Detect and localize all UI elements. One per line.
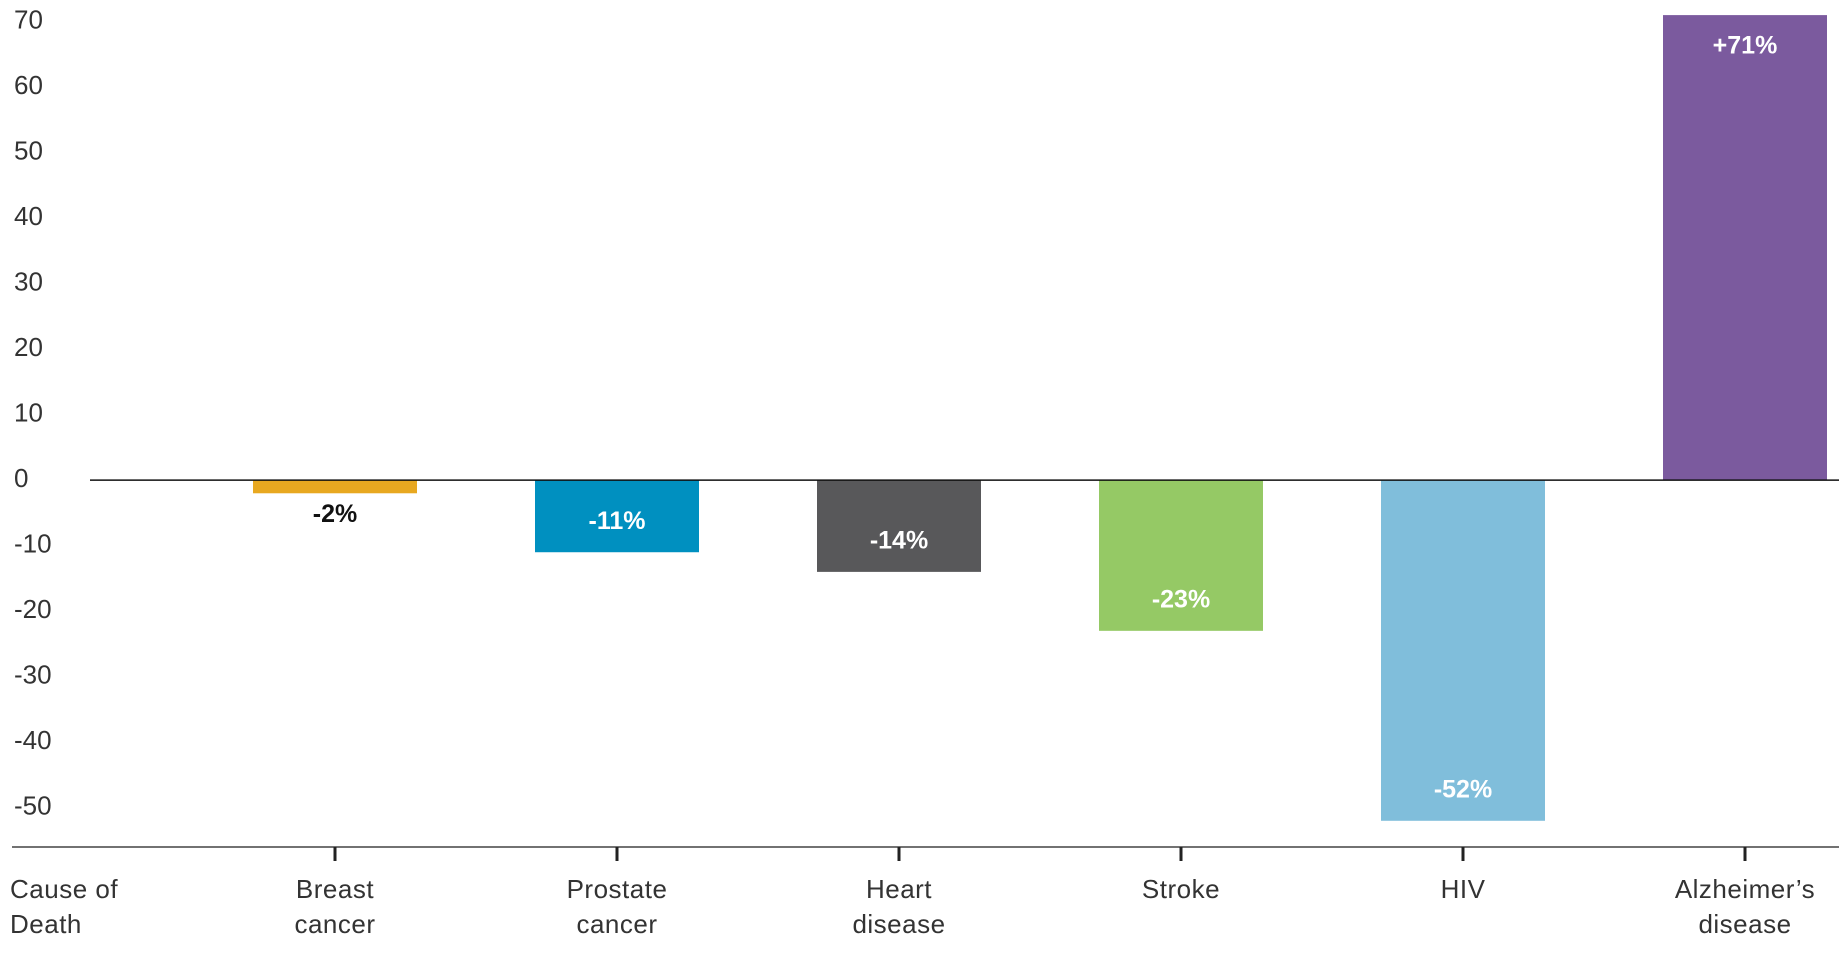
- y-tick-label: 40: [14, 201, 43, 231]
- x-tick-label: Prostate cancer: [566, 874, 668, 939]
- y-tick-label: -40: [14, 725, 52, 755]
- value-label: +71%: [1713, 32, 1778, 60]
- y-tick-label: 50: [14, 136, 43, 166]
- bar: [535, 480, 699, 553]
- value-label: -14%: [870, 526, 928, 554]
- y-tick-label: 70: [14, 5, 43, 35]
- y-tick-label: 0: [14, 463, 28, 493]
- value-label: -11%: [589, 507, 646, 535]
- bar: [1381, 480, 1545, 821]
- y-tick-label: -30: [14, 660, 52, 690]
- y-tick-label: -10: [14, 529, 52, 559]
- x-tick-label: HIV: [1440, 874, 1486, 904]
- y-tick-label: 20: [14, 332, 43, 362]
- x-axis-label: Cause of Death: [10, 874, 119, 939]
- x-tick-label: Stroke: [1141, 874, 1221, 904]
- x-tick-label: Alzheimer’s disease: [1674, 874, 1816, 939]
- y-tick-label: 10: [14, 398, 43, 428]
- value-label: -23%: [1152, 585, 1210, 613]
- y-tick-label: -20: [14, 594, 52, 624]
- bar: [1663, 15, 1827, 481]
- bar: [817, 480, 981, 572]
- value-label: -52%: [1434, 775, 1492, 803]
- y-tick-label: -50: [14, 791, 52, 821]
- value-label: -2%: [313, 500, 357, 528]
- y-tick-label: 60: [14, 70, 43, 100]
- y-tick-label: 30: [14, 267, 43, 297]
- bar: [253, 480, 417, 494]
- x-tick-label: Breast cancer: [294, 874, 376, 939]
- x-tick-label: Heart disease: [852, 874, 946, 939]
- bar: [1099, 480, 1263, 631]
